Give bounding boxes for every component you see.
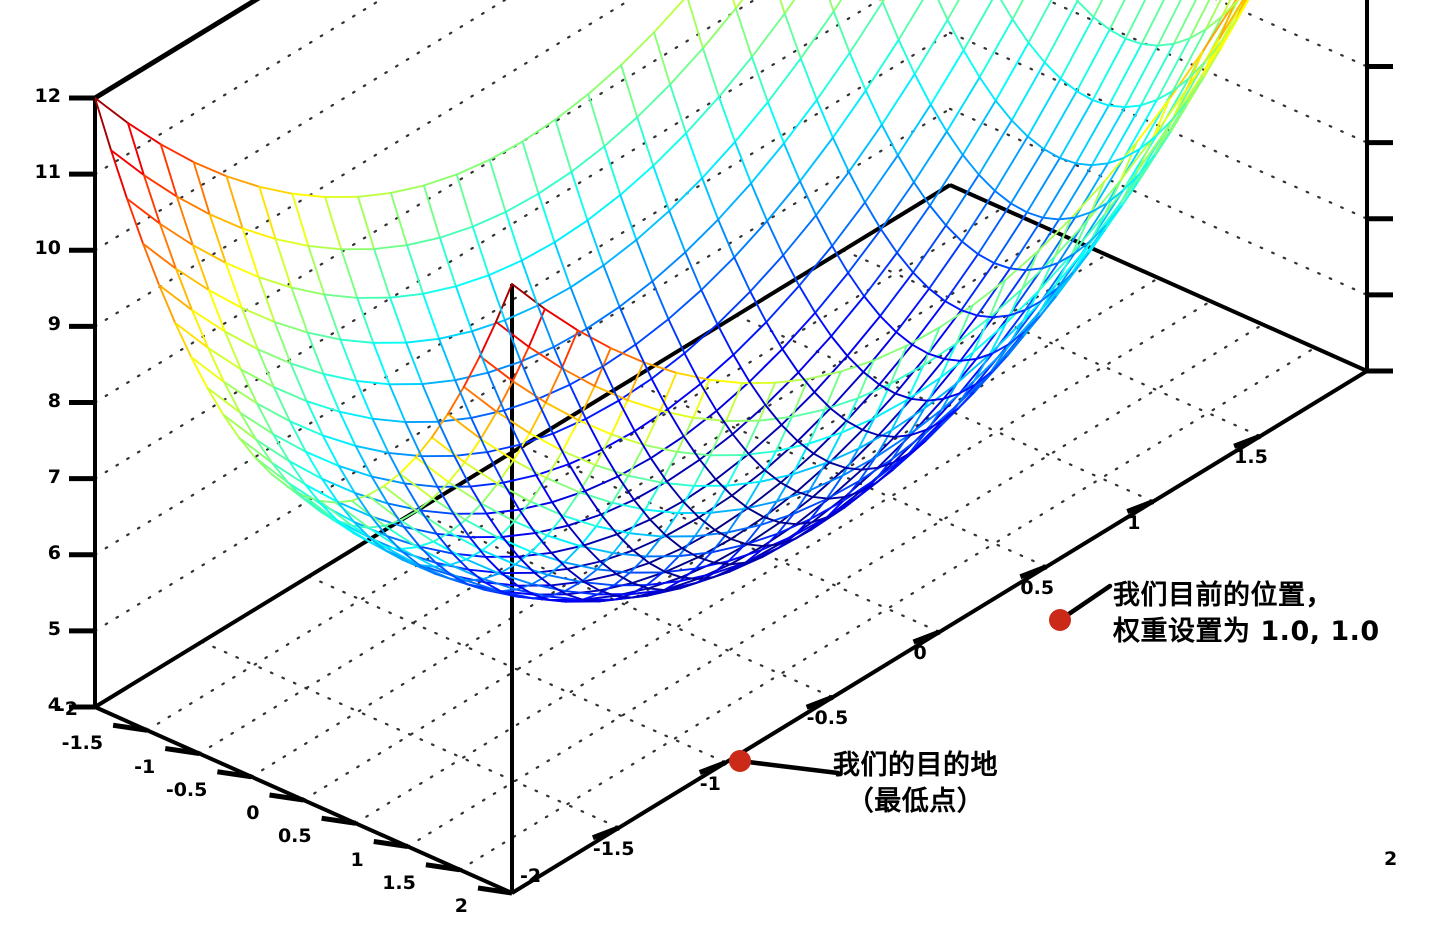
axis-tick-label: 11 [34,161,61,184]
axis-tick-label: 2 [1384,848,1398,870]
axis-tick-label: 5 [47,617,61,640]
axis-tick-label: -0.5 [165,778,208,801]
axis-tick-label: 8 [47,389,61,412]
axis-tick-label: 0 [246,802,260,824]
axis-tick-label: 10 [34,237,61,260]
axis-tick-label: -1 [134,755,156,778]
axis-tick-label: -0.5 [806,707,849,730]
axis-tick-label: 1.5 [1234,446,1268,469]
axis-tick-label: -1.5 [61,732,104,755]
marker-layer [729,583,1113,776]
axis-tick-label: 1.5 [382,871,416,894]
axis-tick-label: 2 [454,895,468,917]
axis-lines-and-ticks [69,64,1393,896]
annotation-minimum-line1: 我们的目的地 [833,750,998,781]
axis-tick-label: -1.5 [592,837,635,860]
axis-tick-label: 0.5 [277,825,312,848]
axis-tick-label: -2 [56,698,78,720]
axis-tick-label: 12 [34,85,61,107]
annotation-current-position: 我们目前的位置， 权重设置为 1.0, 1.0 [1113,578,1380,650]
axis-tick-label: 6 [47,541,61,564]
axis-tick-label: 1 [1127,511,1141,534]
annotation-minimum-line2: （最低点） [846,786,985,817]
axis-tick-label: 0 [913,642,927,664]
axis-tick-label: 9 [47,313,61,336]
wireframe-surface [94,0,1250,603]
annotation-current-line2: 权重设置为 1.0, 1.0 [1113,616,1380,647]
annotation-current-line1: 我们目前的位置， [1113,580,1333,611]
axis-tick-label: 0.5 [1020,576,1055,599]
axis-tick-label: 4 [47,694,61,716]
axis-tick-label: 7 [47,465,61,488]
annotation-minimum: 我们的目的地 （最低点） [833,748,998,820]
axis-tick-label: -1 [699,772,721,795]
axis-tick-label: 1 [350,848,364,871]
axis-tick-label: -2 [520,865,542,887]
